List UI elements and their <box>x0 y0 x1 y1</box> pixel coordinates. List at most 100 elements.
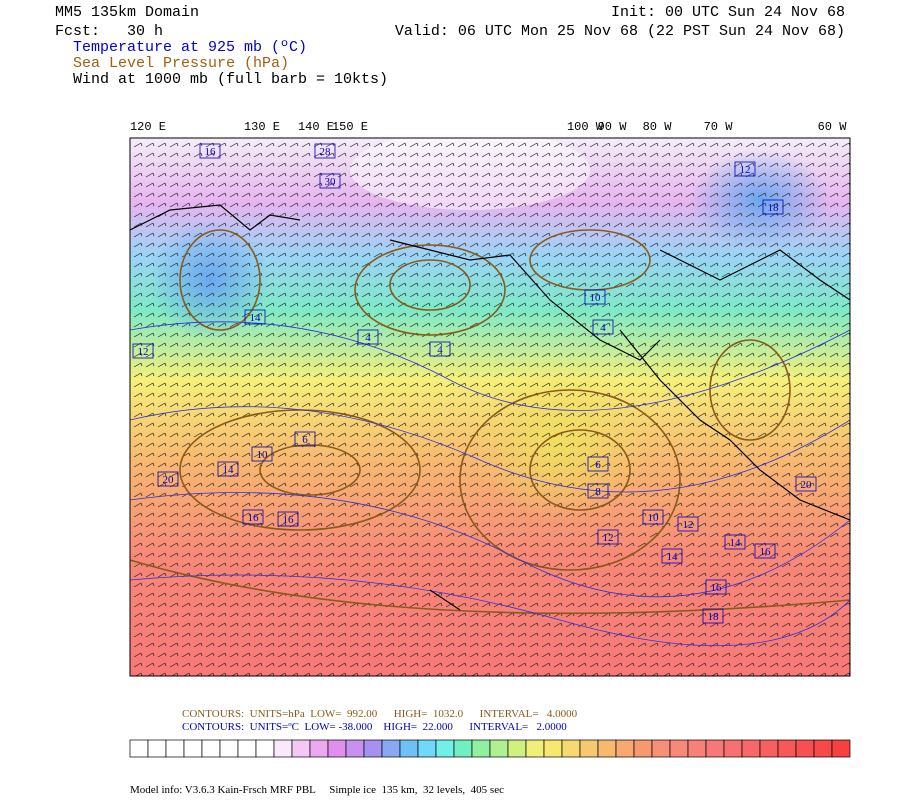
color-bar-cell <box>561 739 581 758</box>
map-frame <box>129 137 851 677</box>
color-bar-cell <box>489 739 509 758</box>
label-box <box>242 509 264 525</box>
color-bar-cell <box>165 739 185 758</box>
color-bar-cell <box>417 739 437 758</box>
temperature-label: 18 <box>768 202 780 214</box>
temperature-contours <box>130 321 850 647</box>
color-bar-cell <box>345 739 365 758</box>
longitude-label: 80 W <box>643 120 673 134</box>
label-box <box>277 511 299 527</box>
color-bar-cell <box>741 739 761 758</box>
longitude-label: 140 E <box>298 120 334 134</box>
label-box <box>661 548 683 564</box>
label-box <box>429 341 451 357</box>
label-box <box>294 431 316 447</box>
label-box <box>702 608 724 624</box>
temperature-label: 10 <box>257 449 269 461</box>
temperature-label: 28 <box>320 146 332 158</box>
color-bar <box>129 739 851 758</box>
label-box <box>314 143 336 159</box>
color-bar-cell <box>255 739 275 758</box>
init-time: Init: 00 UTC Sun 24 Nov 68 <box>611 4 845 21</box>
color-bar-cell <box>147 739 167 758</box>
label-box <box>762 199 784 215</box>
color-bar-cell <box>471 739 491 758</box>
temperature-label: 16 <box>760 546 772 558</box>
label-box <box>597 529 619 545</box>
color-bar-cell <box>201 739 221 758</box>
temperature-label: 20 <box>163 474 175 486</box>
field-temperature: Temperature at 925 mb (ºC) <box>73 39 307 56</box>
longitude-label: 150 E <box>332 120 368 134</box>
color-bar-cell <box>183 739 203 758</box>
temperature-label: 4 <box>365 332 371 344</box>
valid-time: Valid: 06 UTC Mon 25 Nov 68 (22 PST Sun … <box>395 23 845 40</box>
color-bar-cell <box>633 739 653 758</box>
temperature-label: 12 <box>603 532 614 544</box>
color-bar-cell <box>327 739 347 758</box>
color-bar-cell <box>723 739 743 758</box>
label-box <box>251 446 273 462</box>
temperature-label: 6 <box>302 434 308 446</box>
color-bar-cell <box>309 739 329 758</box>
temperature-label: 4 <box>437 344 443 356</box>
longitude-label: 130 E <box>244 120 280 134</box>
title: MM5 135km Domain <box>55 4 199 21</box>
model-info: Model info: V3.6.3 Kain-Frsch MRF PBL Si… <box>130 784 504 796</box>
color-bar-cell <box>273 739 293 758</box>
map: 16 28 30 10 4 14 12 4 4 6 10 14 20 16 16 6 8 10 12 12 14 16 14… <box>130 138 850 676</box>
longitude-label: 120 E <box>130 120 166 134</box>
label-box <box>244 309 266 325</box>
color-bar-cell <box>237 739 257 758</box>
temperature-label: 10 <box>648 512 660 524</box>
color-bar-cell <box>129 739 149 758</box>
temperature-label: 18 <box>708 611 720 623</box>
longitude-label: 90 W <box>598 120 628 134</box>
color-bar-cell <box>777 739 797 758</box>
color-bar-cell <box>579 739 599 758</box>
field-wind: Wind at 1000 mb (full barb = 10kts) <box>73 71 388 88</box>
temperature-label: 14 <box>250 312 262 324</box>
temperature-legend: CONTOURS: UNITS=ºC LOW= -38.000 HIGH= 22… <box>182 721 567 733</box>
temperature-label: 16 <box>205 146 217 158</box>
temperature-label: 12 <box>683 519 694 531</box>
color-bar-cell <box>705 739 725 758</box>
color-bar-cell <box>543 739 563 758</box>
color-bar-cell <box>615 739 635 758</box>
longitude-label: 70 W <box>704 120 734 134</box>
temperature-label: 6 <box>595 459 601 471</box>
label-box <box>587 483 609 499</box>
label-box <box>319 173 341 189</box>
temperature-label: 14 <box>223 464 235 476</box>
temperature-label: 10 <box>590 292 602 304</box>
temperature-label: 16 <box>283 514 295 526</box>
label-box <box>217 461 239 477</box>
label-box <box>157 471 179 487</box>
temperature-label: 30 <box>325 176 337 188</box>
pressure-legend: CONTOURS: UNITS=hPa LOW= 992.00 HIGH= 10… <box>182 708 578 720</box>
color-bar-cell <box>399 739 419 758</box>
label-box <box>592 319 614 335</box>
color-bar-cell <box>507 739 527 758</box>
label-box <box>132 343 154 359</box>
color-bar-cell <box>759 739 779 758</box>
longitude-label: 100 W <box>567 120 604 134</box>
temperature-label: 16 <box>248 512 260 524</box>
temperature-label: 14 <box>667 551 679 563</box>
temperature-label: 14 <box>730 537 742 549</box>
temperature-label: 12 <box>138 346 149 358</box>
color-bar-cell <box>363 739 383 758</box>
color-bar-cell <box>813 739 833 758</box>
label-box <box>199 143 221 159</box>
temperature-label: 4 <box>600 322 606 334</box>
label-box <box>642 509 664 525</box>
field-pressure: Sea Level Pressure (hPa) <box>73 55 289 72</box>
longitude-label: 60 W <box>818 120 848 134</box>
label-box <box>357 329 379 345</box>
color-bar-cell <box>435 739 455 758</box>
temperature-label: 16 <box>711 582 723 594</box>
color-bar-cell <box>669 739 689 758</box>
label-box <box>795 476 817 492</box>
label-box <box>705 579 727 595</box>
